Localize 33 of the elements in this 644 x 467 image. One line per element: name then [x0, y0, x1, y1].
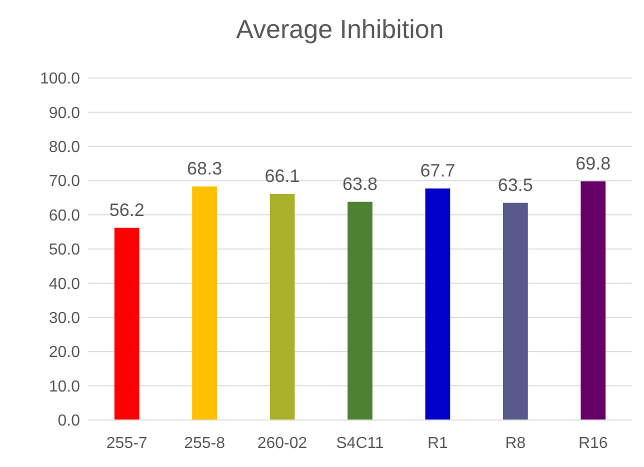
y-tick-label: 80.0	[48, 139, 80, 156]
bar	[425, 188, 450, 420]
y-tick-label: 70.0	[48, 173, 80, 190]
y-tick-label: 10.0	[48, 378, 80, 396]
x-tick-label: R1	[427, 435, 448, 452]
bar	[270, 194, 295, 420]
data-label: 67.7	[420, 160, 456, 180]
x-tick-label: R16	[578, 435, 608, 452]
data-label: 68.3	[187, 158, 222, 178]
x-tick-label: S4C11	[336, 435, 384, 452]
bar	[192, 186, 218, 420]
data-label: 56.2	[109, 200, 144, 220]
y-tick-label: 20.0	[48, 344, 80, 362]
y-tick-label: 50.0	[48, 242, 80, 259]
bar	[114, 228, 140, 420]
y-tick-label: 40.0	[48, 276, 80, 293]
bar	[580, 181, 606, 420]
chart-title: Average Inhibition	[236, 14, 444, 44]
x-tick-label: 255-8	[184, 435, 226, 452]
y-tick-label: 60.0	[48, 207, 80, 224]
data-label: 63.5	[498, 174, 533, 195]
y-tick-label: 30.0	[48, 310, 80, 327]
y-tick-label: 90.0	[48, 104, 80, 122]
x-tick-label: R8	[505, 435, 526, 452]
data-label: 63.8	[342, 174, 378, 194]
y-tick-label: 100.0	[40, 70, 80, 88]
x-tick-label: 260-02	[257, 435, 308, 452]
data-label: 66.1	[264, 166, 300, 186]
x-tick-label: 255-7	[106, 435, 148, 452]
bar	[502, 202, 528, 420]
data-label: 69.8	[576, 153, 611, 174]
y-tick-label: 0.0	[58, 412, 80, 430]
bar	[348, 202, 372, 420]
